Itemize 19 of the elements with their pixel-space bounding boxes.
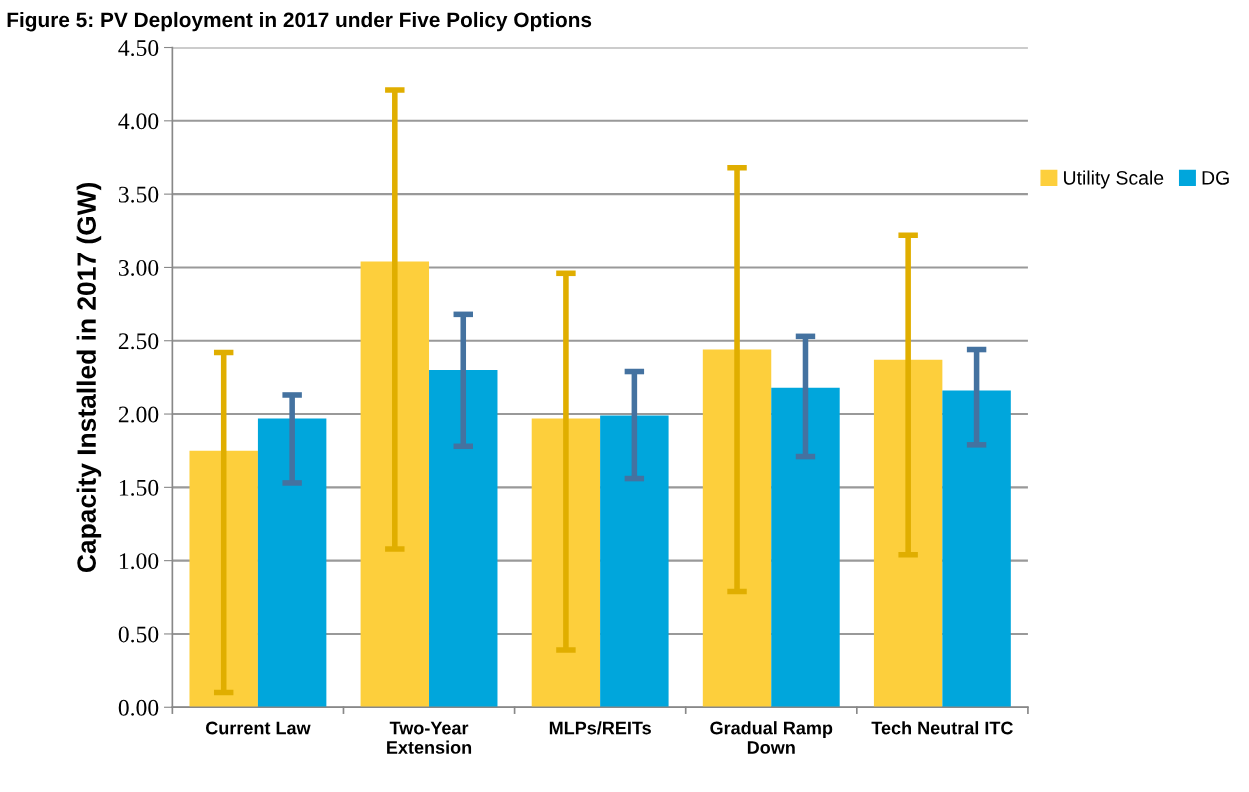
y-tick-label: 1.50 bbox=[119, 479, 159, 496]
y-tick-label: 0.00 bbox=[118, 699, 159, 716]
y-tick-label: 4.50 bbox=[118, 40, 159, 57]
x-tick-label: Gradual Ramp Down bbox=[710, 721, 833, 754]
x-tick-label: MLPs/REITs bbox=[549, 721, 651, 735]
legend-label: Utility Scale bbox=[1064, 170, 1164, 189]
x-tick-label: Current Law bbox=[205, 721, 311, 735]
y-axis-title: Capacity Installed in 2017 (GW) bbox=[76, 182, 102, 573]
x-tick-label: Tech Neutral ITC bbox=[871, 721, 1013, 735]
y-tick-label: 1.00 bbox=[119, 553, 159, 570]
y-tick-label: 3.00 bbox=[118, 259, 159, 276]
y-tick-label: 3.50 bbox=[118, 186, 159, 203]
legend-label: DG bbox=[1202, 170, 1229, 185]
y-tick-label: 4.00 bbox=[118, 113, 159, 130]
y-tick-label: 0.50 bbox=[118, 626, 159, 643]
x-tick-label: Two-Year Extension bbox=[387, 721, 472, 754]
y-tick-label: 2.50 bbox=[118, 333, 159, 350]
y-tick-label: 2.00 bbox=[118, 406, 159, 423]
chart-title: Figure 5: PV Deployment in 2017 under Five Policy Options bbox=[7, 11, 592, 32]
